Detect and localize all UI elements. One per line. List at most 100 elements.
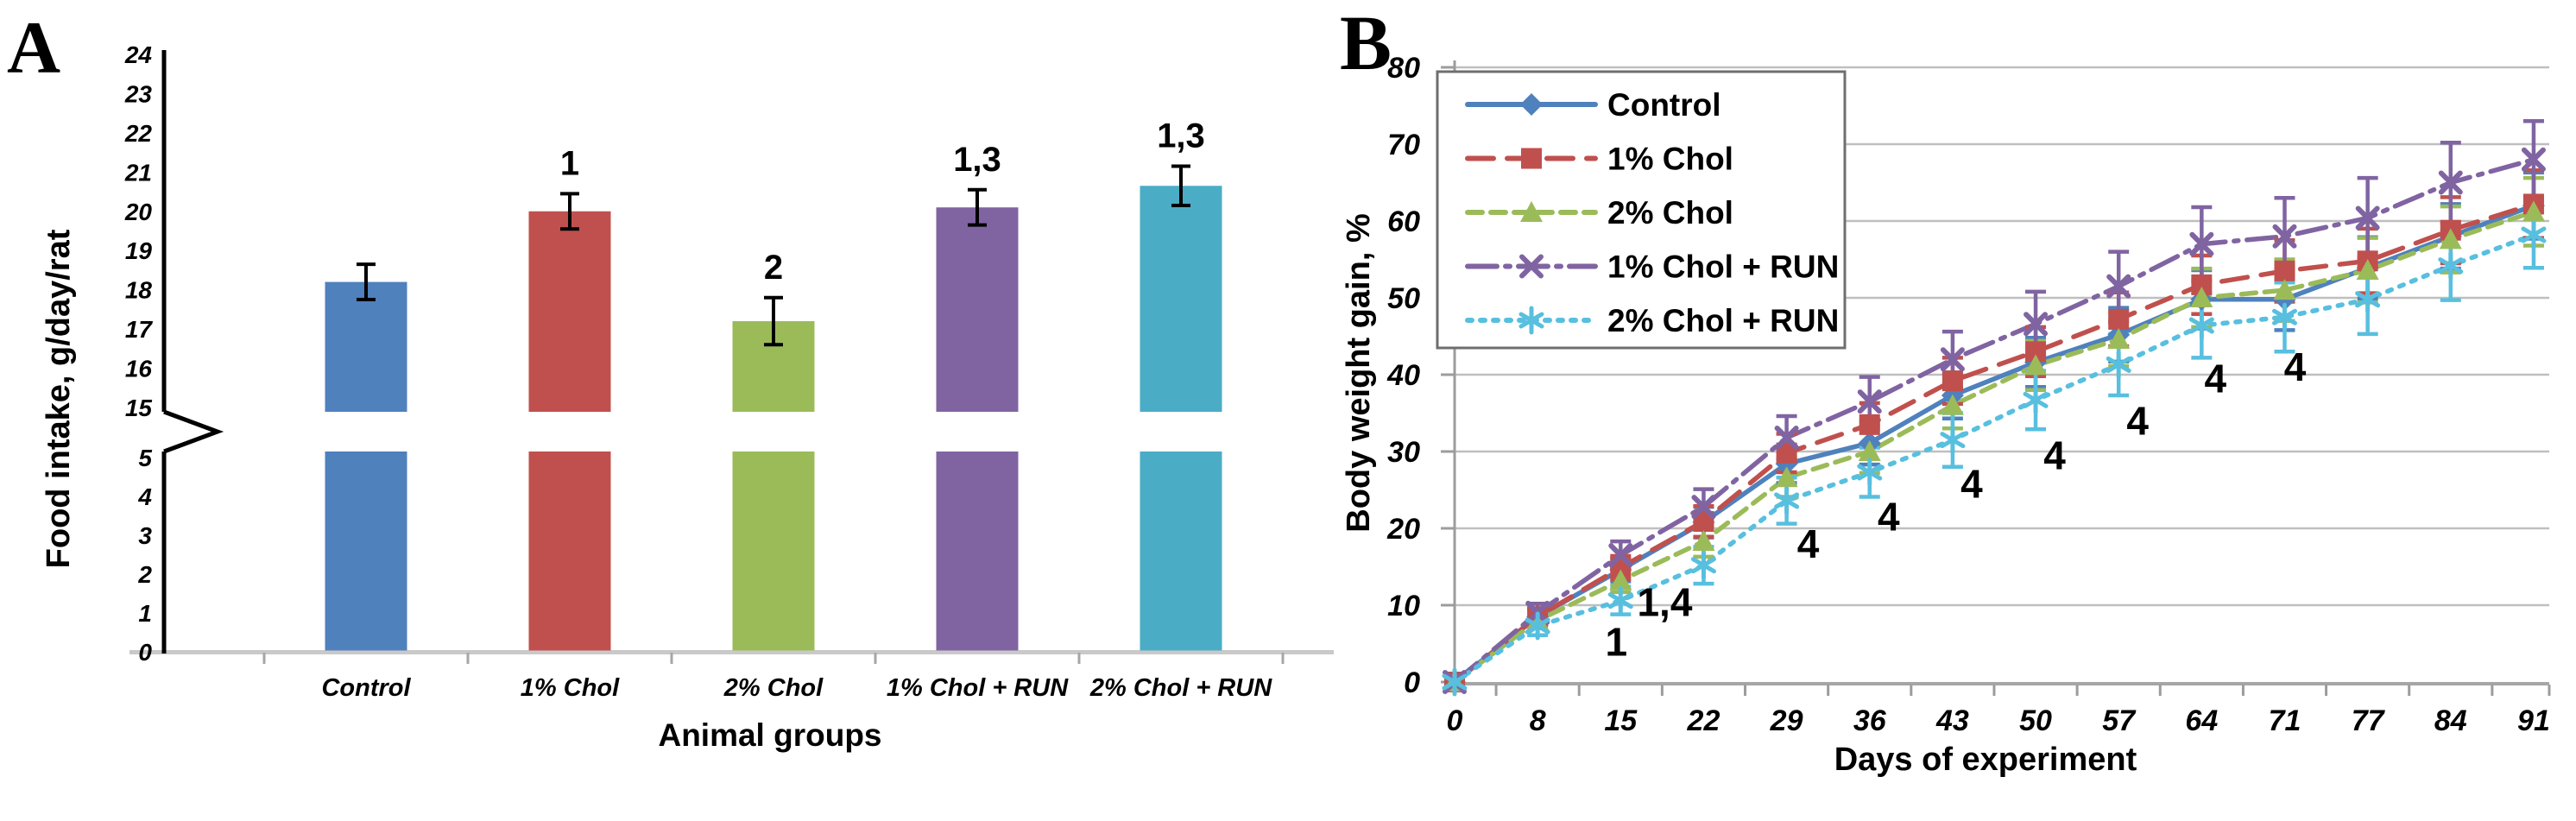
1-chol-day-57-square-marker [2108,308,2130,330]
x-tick-label-day-0: 0 [1447,704,1463,737]
1-chol-run-day-64-x-marker [2189,231,2214,256]
annotation-5-4: 4 [2043,433,2066,477]
2-chol-run-day-84-ast-d2 [2438,257,2464,275]
legend-item-control: Control [1465,87,1721,123]
panel-a-letter: A [7,6,60,89]
1-chol-run-day-71-x-marker [2272,224,2297,249]
1-chol-run-day-71-x-stroke-2 [2272,224,2297,249]
y-tick-label-60: 60 [1387,205,1420,238]
legend-label-control: Control [1607,87,1721,123]
bar-lower-1-chol-run [936,452,1019,651]
panel-b-y-axis-title: Body weight gain, % [1341,213,1377,532]
y-tick-label-50: 50 [1387,282,1420,315]
2-chol-run-day-64-asterisk-marker [2188,311,2214,340]
annotation-4-4: 4 [1960,461,1983,506]
annotation-6-4: 4 [2126,398,2149,443]
legend-label-1-chol-run: 1% Chol + RUN [1607,249,1839,285]
y-tick-label-18: 18 [125,277,153,304]
x-tick-label-day-22: 22 [1687,704,1720,737]
1-chol-run-day-84-x-marker [2438,170,2463,195]
x-tick-label-day-71: 71 [2269,704,2301,737]
significance-label-2-chol-run: 1,3 [1157,117,1205,155]
2-chol-run-day-36-ast-d2 [1857,464,1883,481]
y-tick-label-4: 4 [137,483,152,510]
1-chol-run-day-84-x-stroke-2 [2438,170,2463,195]
y-tick-label-17: 17 [125,316,154,343]
legend-2-chol-triangle-marker [1520,201,1543,222]
x-tick-label-day-29: 29 [1770,704,1803,737]
2-chol-day-43-triangle-marker [1941,394,1964,415]
y-tick-label-0: 0 [138,639,152,666]
1-chol-day-43-square-marker [1941,370,1963,392]
y-tick-label-19: 19 [125,237,153,264]
bar-lower-1-chol [528,452,611,651]
x-tick-label-day-36: 36 [1853,704,1887,737]
y-tick-label-30: 30 [1387,436,1420,469]
1-chol-run-day-50-x-marker [2024,312,2049,337]
2-chol-run-day-71-asterisk-marker [2272,302,2297,332]
y-tick-label-3: 3 [138,522,152,549]
x-tick-label-day-64: 64 [2185,704,2218,737]
2-chol-run-day-57-ast-d2 [2106,356,2131,373]
2-chol-run-day-29-asterisk-marker [1774,486,1800,515]
y-tick-label-23: 23 [124,80,153,107]
legend-label-2-chol: 2% Chol [1607,195,1733,231]
x-category-label-2-chol-run: 2% Chol + RUN [1089,674,1272,702]
y-tick-label-21: 21 [124,159,152,186]
body-weight-gain-line-chart: 0 10 20 30 40 50 60 70 80 0 8 15 22 29 36 43 50 57 64 71 77 8… [1386,52,2551,737]
2-chol-day-77-triangle-marker [2356,258,2379,280]
legend-control-diamond-marker [1520,93,1543,116]
x-category-label-1-chol-run: 1% Chol + RUN [887,674,1069,702]
series-line-1-chol [1452,201,2536,685]
bar-lower-2-chol [732,452,815,651]
y-tick-label-2: 2 [137,561,152,588]
2-chol-run-day-77-ast-d2 [2355,291,2381,308]
annotation-2-4: 4 [1797,521,1820,566]
legend-item-2-chol-run: 2% Chol + RUN [1465,303,1839,338]
x-category-label-2-chol: 2% Chol [723,674,824,702]
legend-label-2-chol-run: 2% Chol + RUN [1607,303,1839,338]
2-chol-run-day-15-asterisk-marker [1607,586,1633,616]
2-chol-run-day-91-asterisk-marker [2521,220,2547,249]
x-tick-label-day-84: 84 [2434,704,2467,737]
x-tick-label-day-77: 77 [2352,704,2386,737]
2-chol-run-day-22-asterisk-marker [1690,551,1716,580]
legend: Control 1% Chol 2% Chol 1% Chol + RUN 2% Cho… [1436,70,1847,350]
x-category-label-1-chol: 1% Chol [521,674,620,702]
bar-upper-2-chol-run [1140,186,1222,412]
bar-lower-2-chol-run [1140,452,1222,651]
y-tick-label-22: 22 [124,120,153,147]
2-chol-run-day-0-ast-d2 [1442,673,1468,691]
legend-2-chol-run-ast-d2 [1518,312,1544,329]
2-chol-day-36-triangle-marker [1858,440,1881,461]
annotation-7-4: 4 [2205,356,2227,401]
panel-b-x-axis-title: Days of experiment [1834,742,2137,778]
y-tick-label-15: 15 [125,395,153,421]
x-tick-label-day-50: 50 [2019,704,2052,737]
1-chol-run-day-77-x-marker [2355,205,2380,231]
2-chol-run-day-22-ast-d2 [1690,557,1716,574]
x-tick-label-day-15: 15 [1604,704,1638,737]
y-tick-label-40: 40 [1386,359,1420,392]
bar-lower-control [325,452,407,651]
x-tick-label-day-8: 8 [1530,704,1546,737]
2-chol-run-day-77-asterisk-marker [2355,285,2381,314]
2-chol-day-15-triangle-marker [1609,569,1632,590]
y-tick-label-16: 16 [125,356,153,382]
1-chol-run-day-36-x-stroke-2 [1857,389,1882,414]
x-tick-label-day-91: 91 [2517,704,2550,737]
2-chol-day-57-triangle-marker [2107,328,2131,350]
2-chol-day-29-triangle-marker [1775,466,1798,488]
y-tick-label-5: 5 [138,445,152,471]
legend-item-1-chol-run: 1% Chol + RUN [1465,249,1839,285]
2-chol-run-day-64-ast-d2 [2188,317,2214,334]
bar-upper-control [325,281,407,412]
markers-1-chol-run [1443,147,2546,694]
y-tick-label-20: 20 [1386,513,1420,546]
2-chol-run-day-43-asterisk-marker [1940,426,1966,455]
panel-a-y-axis-title: Food intake, g/day/rat [41,229,77,568]
1-chol-run-day-15-x-stroke-2 [1608,543,1633,568]
